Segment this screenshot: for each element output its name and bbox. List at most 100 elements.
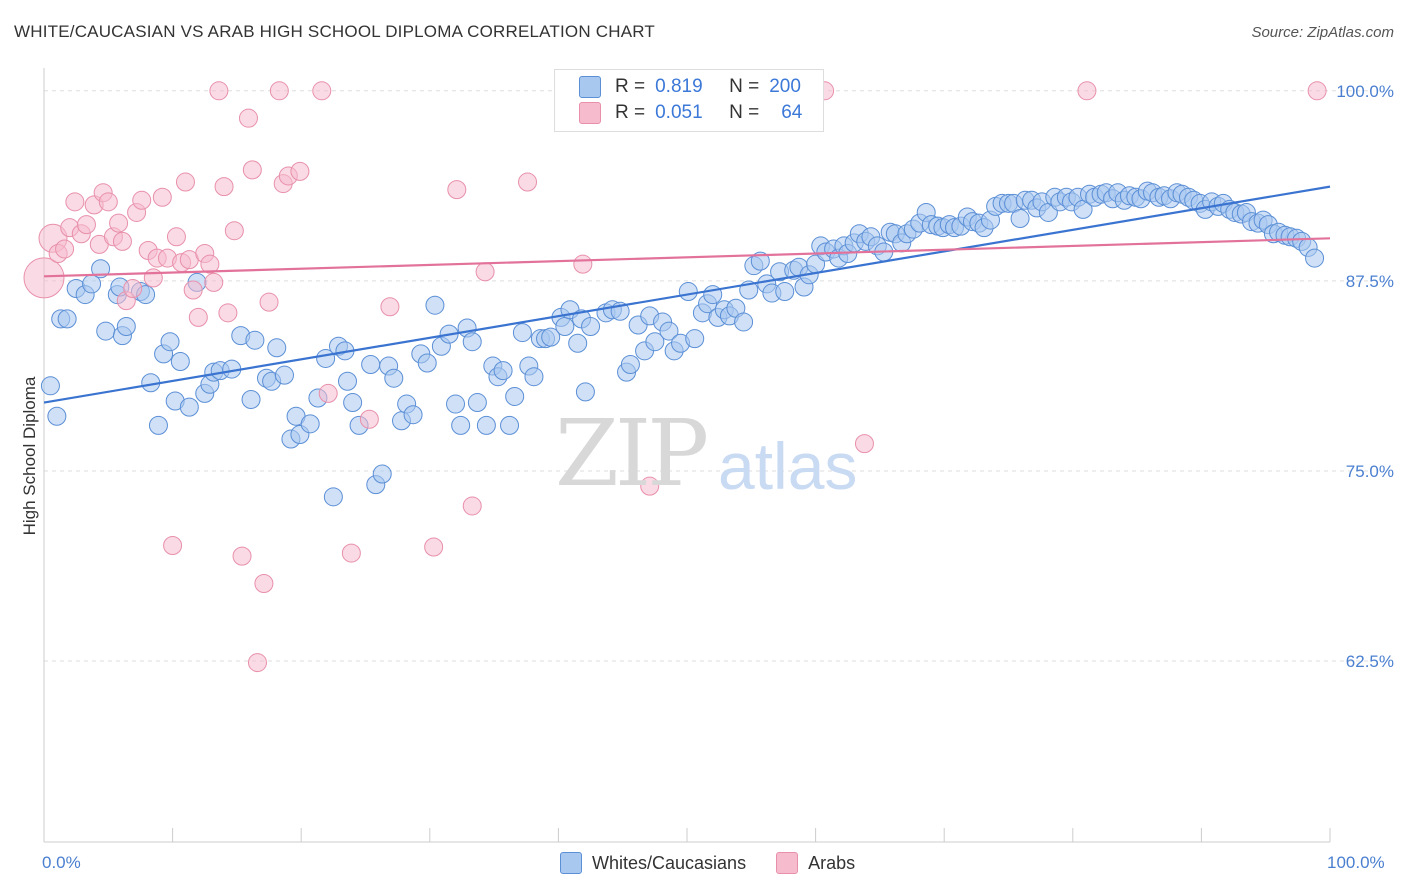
x-tick-min: 0.0%: [42, 853, 81, 872]
arabs-point: [238, 108, 258, 128]
y-axis-label: High School Diploma: [20, 376, 39, 536]
legend-item-arabs[interactable]: Arabs: [776, 852, 855, 874]
legend-swatch-blue: [579, 76, 601, 98]
y-tick-label: 87.5%: [1346, 272, 1394, 291]
arabs-point: [290, 161, 310, 181]
arabs-point: [462, 496, 482, 516]
arabs-point: [209, 81, 229, 101]
legend-label-arabs: Arabs: [808, 852, 856, 873]
whites-point: [645, 332, 665, 352]
r-value: 0.819: [655, 76, 703, 97]
legend-item-whites[interactable]: Whites/Caucasians: [560, 852, 746, 874]
whites-point: [337, 371, 357, 391]
n-label: N =: [729, 76, 760, 97]
whites-point: [47, 406, 67, 426]
whites-point: [446, 394, 466, 414]
whites-point: [425, 295, 445, 315]
whites-point: [245, 330, 265, 350]
arabs-point: [152, 187, 172, 207]
arabs-point: [188, 307, 208, 327]
arabs-point: [518, 172, 538, 192]
stats-legend: R = 0.819 N = 200 R = 0.051 N = 64: [554, 69, 824, 132]
source-label: Source: ZipAtlas.com: [1251, 24, 1394, 41]
whites-point: [524, 367, 544, 387]
arabs-point: [380, 297, 400, 317]
legend-swatch-pink: [776, 852, 799, 874]
whites-point: [361, 355, 381, 375]
whites-point: [512, 323, 532, 343]
whites-point: [1305, 248, 1325, 268]
watermark-zip: ZIP: [555, 400, 709, 507]
whites-point: [541, 327, 561, 347]
whites-point: [775, 282, 795, 302]
arabs-point: [341, 543, 361, 563]
whites-point: [505, 386, 525, 406]
whites-point: [678, 282, 698, 302]
whites-point: [659, 321, 679, 341]
whites-point: [343, 393, 363, 413]
arabs-point: [312, 81, 332, 101]
whites-point: [555, 317, 575, 337]
arabs-point: [123, 278, 143, 298]
arabs-point: [224, 221, 244, 241]
stats-row-whites: R = 0.819 N = 200: [579, 74, 801, 100]
arabs-point: [242, 160, 262, 180]
chart-title: WHITE/CAUCASIAN VS ARAB HIGH SCHOOL DIPL…: [14, 22, 655, 41]
whites-point: [384, 368, 404, 388]
x-tick-max: 100.0%: [1327, 853, 1385, 872]
r-label: R =: [615, 102, 646, 123]
y-tick-label: 62.5%: [1346, 652, 1394, 671]
whites-point: [581, 317, 601, 337]
whites-point: [160, 332, 180, 352]
arabs-point: [166, 227, 186, 247]
arabs-point: [573, 254, 593, 274]
arabs-point: [98, 192, 118, 212]
arabs-point: [318, 383, 338, 403]
whites-point: [568, 333, 588, 353]
y-tick-labels: 100.0% 87.5% 75.0% 62.5%: [1336, 82, 1394, 671]
arabs-point: [112, 231, 132, 251]
arabs-point: [65, 192, 85, 212]
n-value: 200: [769, 76, 801, 97]
whites-point: [1010, 209, 1030, 229]
legend-label-whites: Whites/Caucasians: [592, 852, 747, 873]
whites-point: [96, 321, 116, 341]
arabs-point: [109, 213, 129, 233]
arabs-point: [163, 535, 183, 555]
n-value: 64: [781, 102, 803, 123]
arabs-point: [1077, 81, 1097, 101]
arabs-point: [175, 172, 195, 192]
whites-point: [91, 259, 111, 279]
arabs-point: [247, 653, 267, 673]
whites-point: [300, 414, 320, 434]
arabs-point: [55, 239, 75, 259]
whites-point: [116, 317, 136, 337]
whites-point: [476, 415, 496, 435]
arabs-point: [183, 280, 203, 300]
arabs-point: [218, 303, 238, 323]
whites-point: [750, 251, 770, 271]
arabs-points: [23, 81, 1327, 673]
legend-swatch-pink: [579, 102, 601, 124]
y-tick-label: 75.0%: [1346, 462, 1394, 481]
arabs-point: [76, 215, 96, 235]
whites-point: [57, 309, 77, 329]
arabs-point: [475, 262, 495, 282]
whites-point: [170, 351, 190, 371]
whites-trend-line: [43, 185, 1331, 404]
whites-point: [267, 338, 287, 358]
watermark-atlas: atlas: [718, 429, 858, 503]
whites-point: [148, 415, 168, 435]
whites-point: [417, 353, 437, 373]
n-label: N =: [729, 102, 760, 123]
series-legend: Whites/Caucasians Arabs: [560, 852, 885, 874]
whites-point: [372, 464, 392, 484]
whites-point: [734, 312, 754, 332]
axes: [43, 68, 1331, 843]
whites-point: [241, 389, 261, 409]
arabs-point: [447, 180, 467, 200]
trend-lines: [43, 185, 1331, 404]
whites-point: [451, 415, 471, 435]
grid-lines: [44, 90, 1370, 662]
